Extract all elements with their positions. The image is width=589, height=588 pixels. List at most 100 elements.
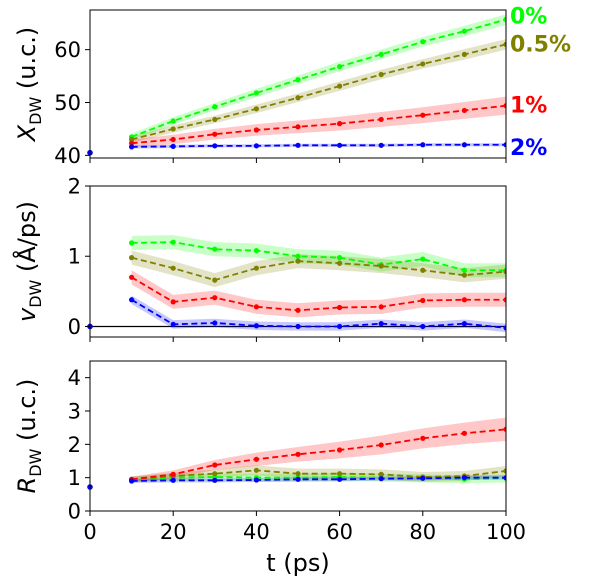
data-point <box>378 304 384 310</box>
x-tick-label: 80 <box>409 520 436 544</box>
data-point <box>295 253 301 259</box>
data-point <box>295 471 301 477</box>
series-line-1% <box>131 276 506 312</box>
series-line-1% <box>131 104 506 145</box>
chart-panel-1: 0 1 2 vDW (Å/ps) <box>12 175 507 342</box>
series-band-0.5% <box>131 250 506 288</box>
data-point <box>378 71 384 78</box>
data-point <box>212 143 218 149</box>
data-point <box>295 95 301 101</box>
data-point <box>337 255 343 261</box>
y-tick-label: 60 <box>54 38 81 62</box>
y-axis-label: vDW (Å/ps) <box>12 201 45 322</box>
data-point <box>129 297 135 303</box>
data-point <box>212 246 218 252</box>
data-point <box>337 304 343 311</box>
data-point <box>295 307 301 313</box>
series-line-0.5% <box>131 43 506 141</box>
data-point <box>295 142 301 148</box>
data-point <box>337 83 343 89</box>
data-point <box>461 142 467 148</box>
data-point <box>295 77 301 83</box>
data-point <box>253 323 259 329</box>
data-point <box>170 265 176 271</box>
series-line-0% <box>131 241 506 272</box>
data-point <box>253 456 259 462</box>
data-point <box>253 90 259 96</box>
data-point <box>253 106 259 112</box>
data-point <box>461 267 467 273</box>
data-point <box>420 475 426 481</box>
data-point <box>170 471 176 477</box>
y-tick-label: 0 <box>68 315 81 339</box>
series-line-2% <box>131 299 506 329</box>
y-axis-label: RDW (u.c.) <box>13 379 45 494</box>
data-point <box>337 260 343 266</box>
y-tick-label: 2 <box>68 175 81 199</box>
series-line-0.5% <box>131 256 506 282</box>
data-point <box>503 325 506 331</box>
plot-area-1 <box>90 235 506 333</box>
data-point <box>461 430 467 436</box>
series-line-2% <box>131 476 506 482</box>
data-point <box>295 451 301 457</box>
data-point <box>212 320 218 326</box>
data-point <box>129 255 135 261</box>
y-tick-label: 0 <box>68 500 81 524</box>
data-point <box>461 107 467 114</box>
data-point <box>420 61 426 67</box>
axes-frame <box>89 9 507 159</box>
data-point <box>503 103 506 109</box>
series-annotation: 1% <box>510 94 547 119</box>
y-tick-label: 4 <box>68 366 81 390</box>
data-point <box>295 124 301 130</box>
y-tick-label: 1 <box>68 245 81 269</box>
data-point <box>129 478 135 484</box>
data-point <box>378 116 384 123</box>
data-point <box>503 269 506 275</box>
data-point <box>212 471 218 477</box>
data-point <box>295 476 301 482</box>
y-tick-label: 3 <box>68 400 81 424</box>
data-point <box>212 462 218 468</box>
series-band-1% <box>131 96 506 147</box>
series-annotation: 0.5% <box>510 32 571 57</box>
data-point <box>212 477 218 483</box>
data-point <box>337 447 343 453</box>
data-point <box>337 121 343 127</box>
y-axis-label: XDW (u.c.) <box>13 27 45 144</box>
axes-frame <box>89 185 507 338</box>
data-point <box>461 297 467 303</box>
data-point <box>461 51 467 58</box>
data-point <box>337 471 343 477</box>
x-tick-label: 100 <box>486 520 526 544</box>
data-point <box>420 435 426 441</box>
data-point <box>253 467 259 473</box>
data-point <box>461 28 467 34</box>
series-line-0% <box>131 18 506 138</box>
data-point <box>170 143 176 149</box>
data-point <box>212 277 218 283</box>
data-point <box>170 477 176 483</box>
data-point <box>378 51 384 58</box>
data-point <box>129 144 135 150</box>
y-tick-label: 40 <box>54 144 81 168</box>
series-line-2% <box>131 143 506 148</box>
data-point <box>378 471 384 477</box>
data-point <box>170 239 176 245</box>
data-point <box>212 131 218 137</box>
data-point <box>253 304 259 310</box>
chart-panel-2: 0 20 40 60 80 100 0 1 2 3 4 RDW (u.c.) t (ps) <box>13 360 526 577</box>
x-tick-label: 40 <box>243 520 270 544</box>
data-point <box>461 321 467 327</box>
data-point <box>253 265 259 271</box>
data-point <box>503 475 506 481</box>
data-point <box>378 263 384 269</box>
series-annotation: 2% <box>510 136 547 161</box>
data-point <box>129 140 135 146</box>
data-point <box>503 297 506 303</box>
data-point <box>378 142 384 148</box>
plot-area-2 <box>129 417 506 484</box>
y-tick-label: 1 <box>68 466 81 490</box>
